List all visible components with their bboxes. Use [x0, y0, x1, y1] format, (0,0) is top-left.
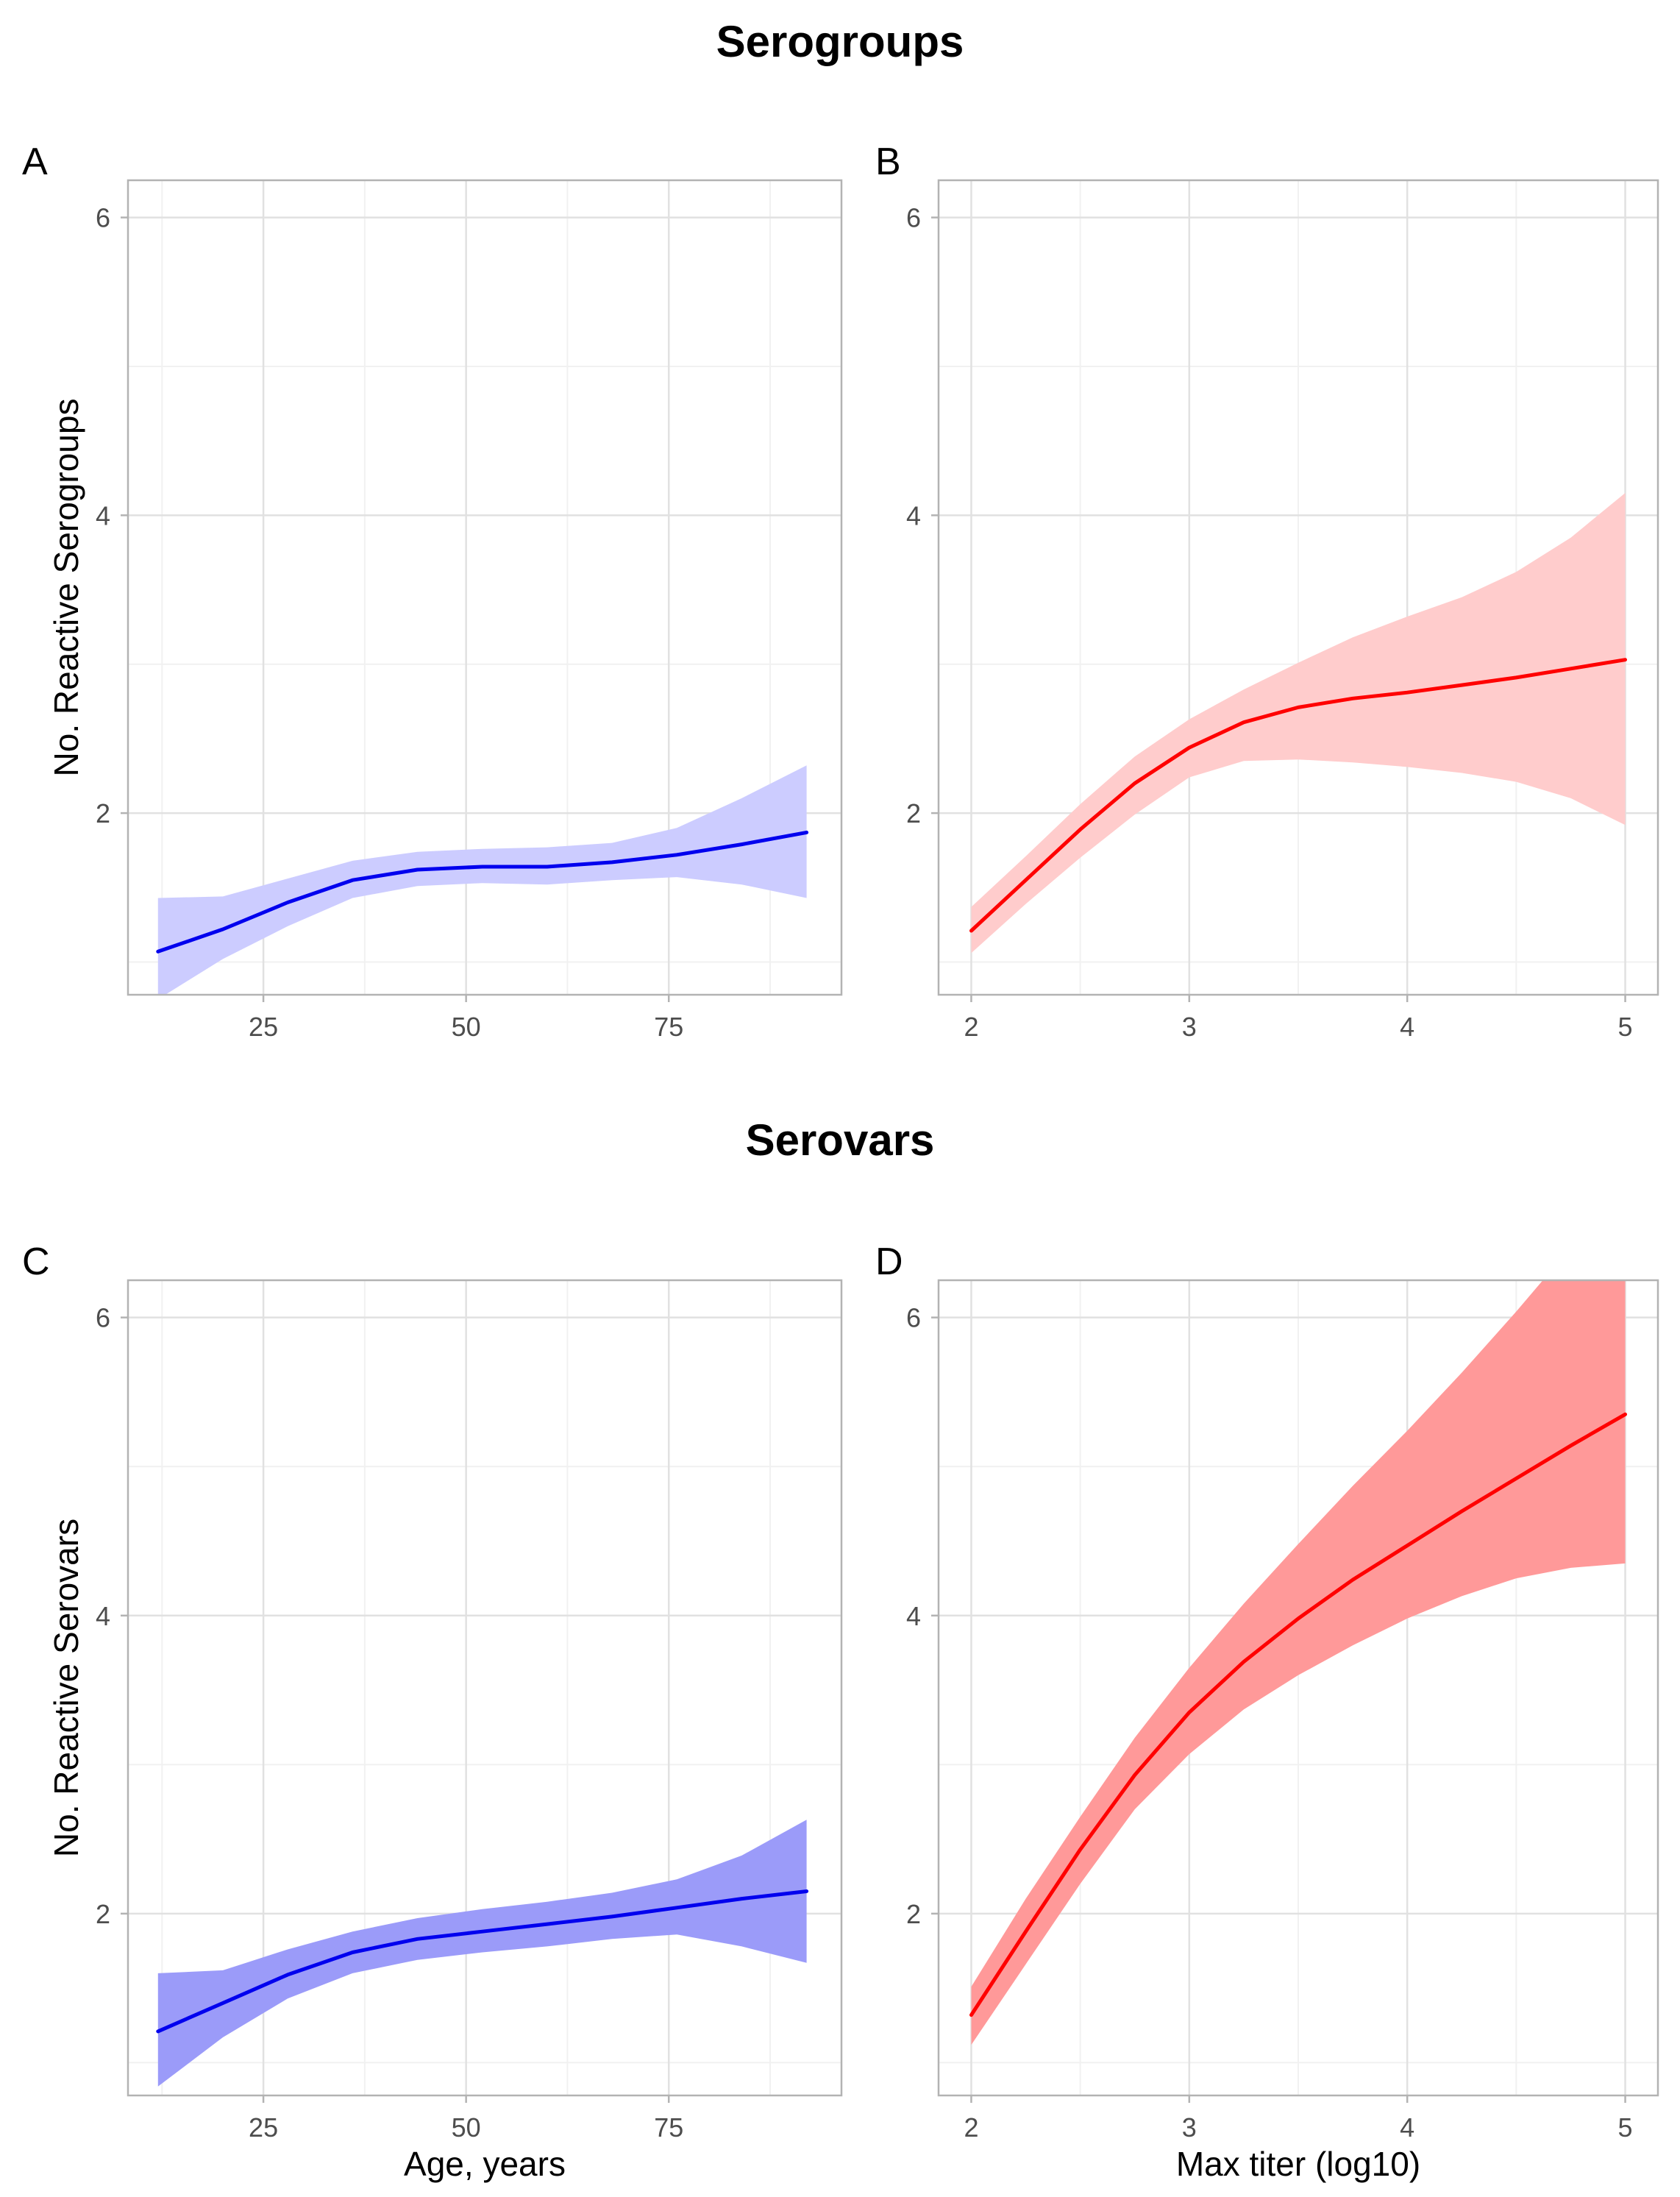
panel-label-b: B	[875, 141, 901, 183]
panel-frame-d	[937, 1279, 1659, 2097]
x-tick-label-c-1: 50	[452, 2112, 481, 2143]
y-tick-label-d-2: 6	[906, 1303, 921, 1333]
panel-frame-c	[127, 1279, 843, 2097]
y-axis-title-a: No. Reactive Serogroups	[47, 399, 85, 777]
fit-line-b-0	[969, 658, 1627, 933]
fit-line-a-0	[156, 830, 809, 954]
y-tick-label-d-1: 4	[906, 1601, 921, 1631]
x-tick-label-d-1: 3	[1182, 2112, 1197, 2143]
x-axis-title-d: Max titer (log10)	[1176, 2145, 1420, 2183]
y-tick-label-d-0: 2	[906, 1899, 921, 1929]
panel-label-d: D	[875, 1241, 903, 1283]
panel-frame-b	[937, 179, 1659, 996]
confidence-band-c-0	[157, 1820, 807, 2087]
x-tick-label-c-0: 25	[249, 2112, 278, 2143]
confidence-band-a-0	[157, 765, 807, 995]
x-tick-label-b-3: 5	[1618, 1012, 1633, 1042]
y-tick-label-b-0: 2	[906, 798, 921, 828]
x-axis-title-c: Age, years	[404, 2145, 566, 2183]
x-tick-label-d-0: 2	[964, 2112, 978, 2143]
confidence-band-b-0	[971, 493, 1626, 954]
x-tick-label-b-0: 2	[964, 1012, 978, 1042]
chart-panel-c: 25 50 75 2 4 6 No. Reactive Serovars Age, years	[47, 1279, 843, 2183]
y-tick-label-b-1: 4	[906, 500, 921, 530]
chart-panel-b: 2 3 4 5 2 4 6	[906, 179, 1659, 1042]
plot-area-a	[156, 765, 809, 995]
y-axis-title-c: No. Reactive Serovars	[47, 1519, 85, 1857]
x-tick-label-a-0: 25	[249, 1012, 278, 1042]
y-tick-label-b-2: 6	[906, 203, 921, 233]
chart-panel-a: 25 50 75 2 4 6 No. Reactive Serogroups	[47, 179, 843, 1042]
x-tick-label-d-2: 4	[1400, 2112, 1414, 2143]
panel-label-a: A	[22, 141, 48, 183]
panel-frame-a	[127, 179, 843, 996]
chart-panel-d: 2 3 4 5 2 4 6 Max titer (log10)	[906, 1279, 1659, 2183]
panel-label-c: C	[22, 1241, 50, 1283]
confidence-band-d-0	[971, 1280, 1626, 2045]
y-tick-label-a-2: 6	[96, 203, 110, 233]
x-tick-label-a-1: 50	[452, 1012, 481, 1042]
section-title-serogroups: Serogroups	[716, 17, 964, 66]
plot-area-d	[969, 1280, 1627, 2045]
x-tick-label-a-2: 75	[654, 1012, 683, 1042]
fit-line-c-0	[156, 1889, 809, 2034]
plot-area-b	[969, 493, 1627, 954]
y-tick-label-c-2: 6	[96, 1303, 110, 1333]
section-title-serovars: Serovars	[745, 1115, 935, 1165]
y-tick-label-c-0: 2	[96, 1899, 110, 1929]
y-tick-label-c-1: 4	[96, 1601, 110, 1631]
x-tick-label-c-2: 75	[654, 2112, 683, 2143]
x-tick-label-d-3: 5	[1618, 2112, 1633, 2143]
y-tick-label-a-0: 2	[96, 798, 110, 828]
y-tick-label-a-1: 4	[96, 500, 110, 530]
fit-line-d-0	[969, 1412, 1627, 2017]
x-tick-label-b-2: 4	[1400, 1012, 1414, 1042]
plot-area-c	[156, 1820, 809, 2087]
x-tick-label-b-1: 3	[1182, 1012, 1197, 1042]
